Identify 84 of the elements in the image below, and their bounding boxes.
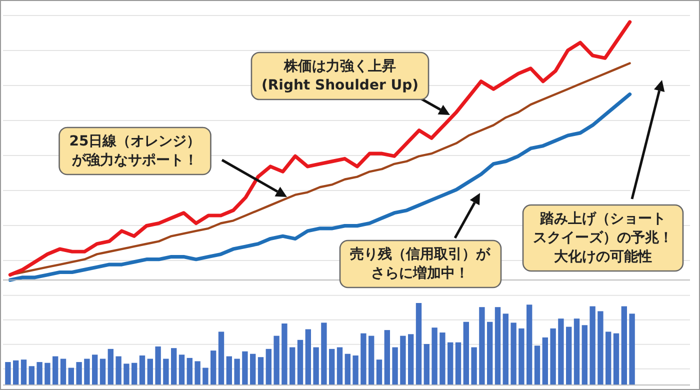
bar	[178, 354, 185, 385]
bar	[139, 355, 146, 385]
bar	[566, 326, 572, 385]
bar	[108, 348, 114, 385]
bar	[266, 348, 272, 385]
annotation: 売り残（信用取引）がさらに増加中！	[350, 246, 491, 282]
bar	[368, 336, 374, 385]
bar	[448, 342, 454, 385]
bar	[258, 357, 264, 385]
bar	[400, 336, 406, 385]
bar	[100, 358, 106, 385]
bar	[44, 362, 50, 385]
bar	[274, 336, 280, 385]
bar	[550, 328, 556, 385]
bar	[606, 332, 612, 385]
bar	[344, 354, 350, 385]
bar	[116, 356, 122, 385]
bar	[360, 333, 366, 385]
bar	[147, 358, 153, 385]
bar	[155, 346, 161, 385]
bar	[163, 358, 169, 385]
bar	[76, 362, 82, 385]
bar	[321, 322, 327, 385]
bar	[218, 332, 224, 385]
bar	[250, 354, 256, 385]
bar	[384, 330, 390, 385]
bar	[124, 364, 130, 385]
bar	[132, 362, 138, 385]
bar	[629, 314, 635, 385]
bar	[234, 358, 240, 385]
bar	[408, 334, 414, 385]
bar	[432, 328, 438, 385]
bar	[305, 329, 311, 385]
bar	[194, 361, 200, 385]
bar	[186, 358, 192, 385]
bar	[28, 366, 34, 385]
bar	[613, 333, 620, 385]
bar	[329, 348, 335, 385]
bar	[52, 356, 58, 385]
bar	[590, 306, 596, 385]
bar	[336, 347, 343, 385]
bar	[471, 347, 477, 385]
bar	[487, 322, 493, 385]
bar	[290, 347, 296, 385]
bar	[574, 318, 580, 385]
bar	[542, 337, 548, 385]
bar	[440, 332, 446, 385]
bar	[202, 368, 208, 385]
bar	[518, 328, 524, 385]
bar	[424, 344, 430, 385]
bar	[502, 314, 508, 385]
bar	[282, 324, 288, 385]
bar	[455, 342, 462, 385]
bar	[242, 351, 248, 385]
bar	[392, 347, 398, 385]
bar	[68, 368, 74, 385]
bar	[582, 325, 588, 385]
bar	[313, 347, 319, 385]
bar	[92, 354, 98, 385]
bar	[526, 304, 532, 385]
bar	[510, 322, 516, 385]
bar	[534, 346, 540, 385]
bar	[84, 358, 90, 385]
bar	[558, 318, 564, 385]
bar	[36, 362, 42, 385]
bar	[416, 303, 422, 385]
bar	[297, 340, 304, 385]
bar	[479, 307, 485, 385]
bar	[463, 322, 469, 385]
bar	[226, 356, 232, 385]
bar	[210, 350, 216, 385]
bar	[598, 311, 604, 385]
bar	[20, 360, 27, 385]
bar	[376, 360, 382, 385]
annotation: 株価は力強く上昇 (Right Shoulder Up)	[261, 58, 419, 94]
bar	[60, 358, 66, 385]
bar	[13, 360, 19, 385]
annotation: 踏み上げ（ショートスクイーズ）の予兆！大化けの可能性	[533, 211, 673, 265]
bar	[621, 306, 627, 385]
bar	[352, 355, 358, 385]
bar	[171, 348, 177, 385]
bar	[5, 362, 11, 385]
annotation: 25日線（オレンジ）が強力なサポート！	[69, 134, 201, 168]
bar	[494, 307, 501, 385]
